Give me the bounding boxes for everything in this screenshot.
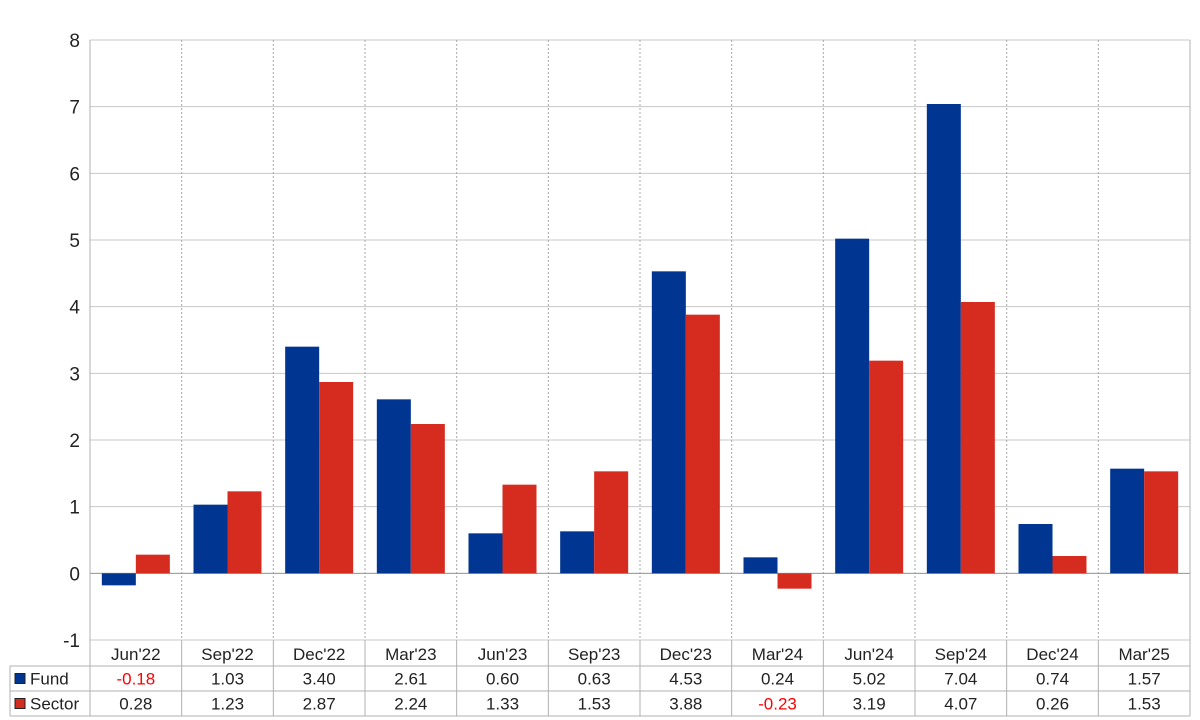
bar-sector (135, 554, 170, 574)
data-label-sector: 0.26 (1036, 695, 1069, 714)
legend-swatch-sector (14, 698, 26, 709)
x-tick-label: Jun'24 (844, 645, 894, 664)
data-label-sector: -0.23 (758, 695, 797, 714)
data-label-sector: 1.33 (486, 695, 519, 714)
bar-sector (869, 360, 904, 574)
x-tick-label: Dec'23 (660, 645, 712, 664)
legend-label-fund: Fund (30, 670, 69, 689)
bar-fund (651, 271, 686, 574)
bar-sector (960, 302, 995, 574)
x-tick-label: Jun'22 (111, 645, 161, 664)
bar-sector (502, 484, 537, 574)
y-tick-label: 1 (69, 498, 80, 519)
y-tick-label: 3 (69, 364, 80, 385)
data-label-fund: -0.18 (116, 670, 155, 689)
bars (101, 104, 1179, 589)
bar-fund (835, 238, 870, 574)
data-label-fund: 2.61 (394, 670, 427, 689)
data-label-fund: 4.53 (669, 670, 702, 689)
y-tick-label: 0 (69, 564, 80, 585)
y-tick-label: 6 (69, 164, 80, 185)
bar-sector (777, 573, 812, 589)
bar-fund (1018, 524, 1053, 574)
bar-sector (1144, 471, 1179, 574)
x-tick-label: Dec'24 (1026, 645, 1078, 664)
y-tick-label: -1 (63, 631, 80, 652)
bar-sector (685, 314, 720, 574)
bar-fund (193, 504, 228, 574)
legend-swatch-fund (14, 673, 26, 684)
bar-fund (743, 557, 778, 574)
data-label-fund: 7.04 (944, 670, 977, 689)
bar-sector (410, 424, 445, 574)
data-label-fund: 1.03 (211, 670, 244, 689)
bar-fund (468, 533, 503, 574)
bar-sector (227, 491, 262, 574)
x-tick-label: Sep'24 (935, 645, 987, 664)
data-label-sector: 0.28 (119, 695, 152, 714)
bar-fund (926, 104, 961, 574)
bar-fund (285, 346, 320, 574)
x-tick-label: Mar'23 (385, 645, 436, 664)
legend-label-sector: Sector (30, 695, 79, 714)
x-tick-label: Mar'25 (1118, 645, 1169, 664)
bar-fund (1110, 468, 1145, 574)
x-tick-label: Mar'24 (752, 645, 803, 664)
data-label-fund: 0.63 (578, 670, 611, 689)
bar-fund (376, 399, 411, 574)
data-label-sector: 4.07 (944, 695, 977, 714)
x-tick-label: Jun'23 (478, 645, 528, 664)
y-tick-label: 8 (69, 31, 80, 52)
bar-sector (319, 382, 354, 574)
data-label-fund: 0.74 (1036, 670, 1069, 689)
data-label-sector: 3.19 (853, 695, 886, 714)
x-tick-label: Sep'22 (201, 645, 253, 664)
bar-sector (1052, 556, 1087, 574)
y-tick-label: 2 (69, 431, 80, 452)
data-label-sector: 1.53 (1128, 695, 1161, 714)
y-tick-label: 4 (69, 298, 80, 319)
x-tick-label: Sep'23 (568, 645, 620, 664)
bar-fund (560, 531, 595, 574)
data-label-sector: 3.88 (669, 695, 702, 714)
data-label-sector: 1.53 (578, 695, 611, 714)
y-tick-label: 7 (69, 98, 80, 119)
data-table: Jun'22 Sep'22 Dec'22 Mar'23 Jun'23 Sep'23 Dec'… (9, 640, 1191, 717)
data-label-fund: 1.57 (1128, 670, 1161, 689)
data-label-sector: 1.23 (211, 695, 244, 714)
y-tick-label: 5 (69, 231, 80, 252)
data-label-fund: 5.02 (853, 670, 886, 689)
data-label-fund: 0.60 (486, 670, 519, 689)
data-label-fund: 3.40 (303, 670, 336, 689)
grid (89, 39, 1191, 641)
y-axis: -1 0 1 2 3 4 5 6 7 8 (63, 31, 80, 652)
x-tick-label: Dec'22 (293, 645, 345, 664)
data-label-sector: 2.87 (303, 695, 336, 714)
data-label-fund: 0.24 (761, 670, 794, 689)
data-label-sector: 2.24 (394, 695, 427, 714)
bar-sector (594, 471, 629, 574)
bar-fund (101, 573, 136, 586)
